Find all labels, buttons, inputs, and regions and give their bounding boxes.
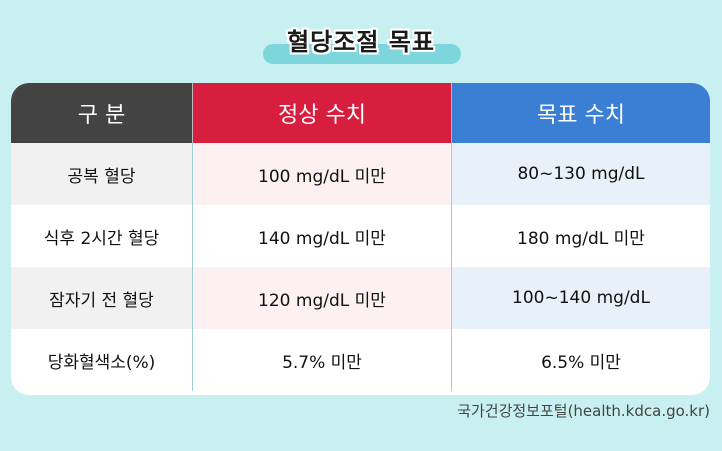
header-target-value: 목표 수치 [451, 83, 710, 143]
row-label: 공복 혈당 [11, 143, 192, 205]
target-value: 80~130 mg/dL [451, 143, 710, 205]
glucose-target-table: 구 분 정상 수치 목표 수치 공복 혈당 100 mg/dL 미만 80~13… [11, 83, 710, 395]
page-title: 혈당조절 목표 [287, 27, 435, 56]
table-row: 당화혈색소(%) 5.7% 미만 6.5% 미만 [11, 329, 710, 391]
source-credit: 국가건강정보포털(health.kdca.go.kr) [457, 402, 710, 420]
target-value: 100~140 mg/dL [451, 267, 710, 329]
normal-value: 5.7% 미만 [192, 329, 451, 391]
table-header-row: 구 분 정상 수치 목표 수치 [11, 83, 710, 143]
title-area: 혈당조절 목표 [0, 14, 722, 64]
header-category: 구 분 [11, 83, 192, 143]
table-row: 식후 2시간 혈당 140 mg/dL 미만 180 mg/dL 미만 [11, 205, 710, 267]
table-row: 공복 혈당 100 mg/dL 미만 80~130 mg/dL [11, 143, 710, 205]
row-label: 잠자기 전 혈당 [11, 267, 192, 329]
normal-value: 100 mg/dL 미만 [192, 143, 451, 205]
title-highlight [263, 44, 461, 64]
row-label: 당화혈색소(%) [47, 352, 156, 373]
row-label: 식후 2시간 혈당 [43, 228, 160, 249]
header-normal-value: 정상 수치 [192, 83, 451, 143]
normal-value: 140 mg/dL 미만 [192, 205, 451, 267]
normal-value: 120 mg/dL 미만 [192, 267, 451, 329]
table-row: 잠자기 전 혈당 120 mg/dL 미만 100~140 mg/dL [11, 267, 710, 329]
target-value: 180 mg/dL 미만 [451, 205, 710, 267]
target-value: 6.5% 미만 [451, 329, 710, 391]
